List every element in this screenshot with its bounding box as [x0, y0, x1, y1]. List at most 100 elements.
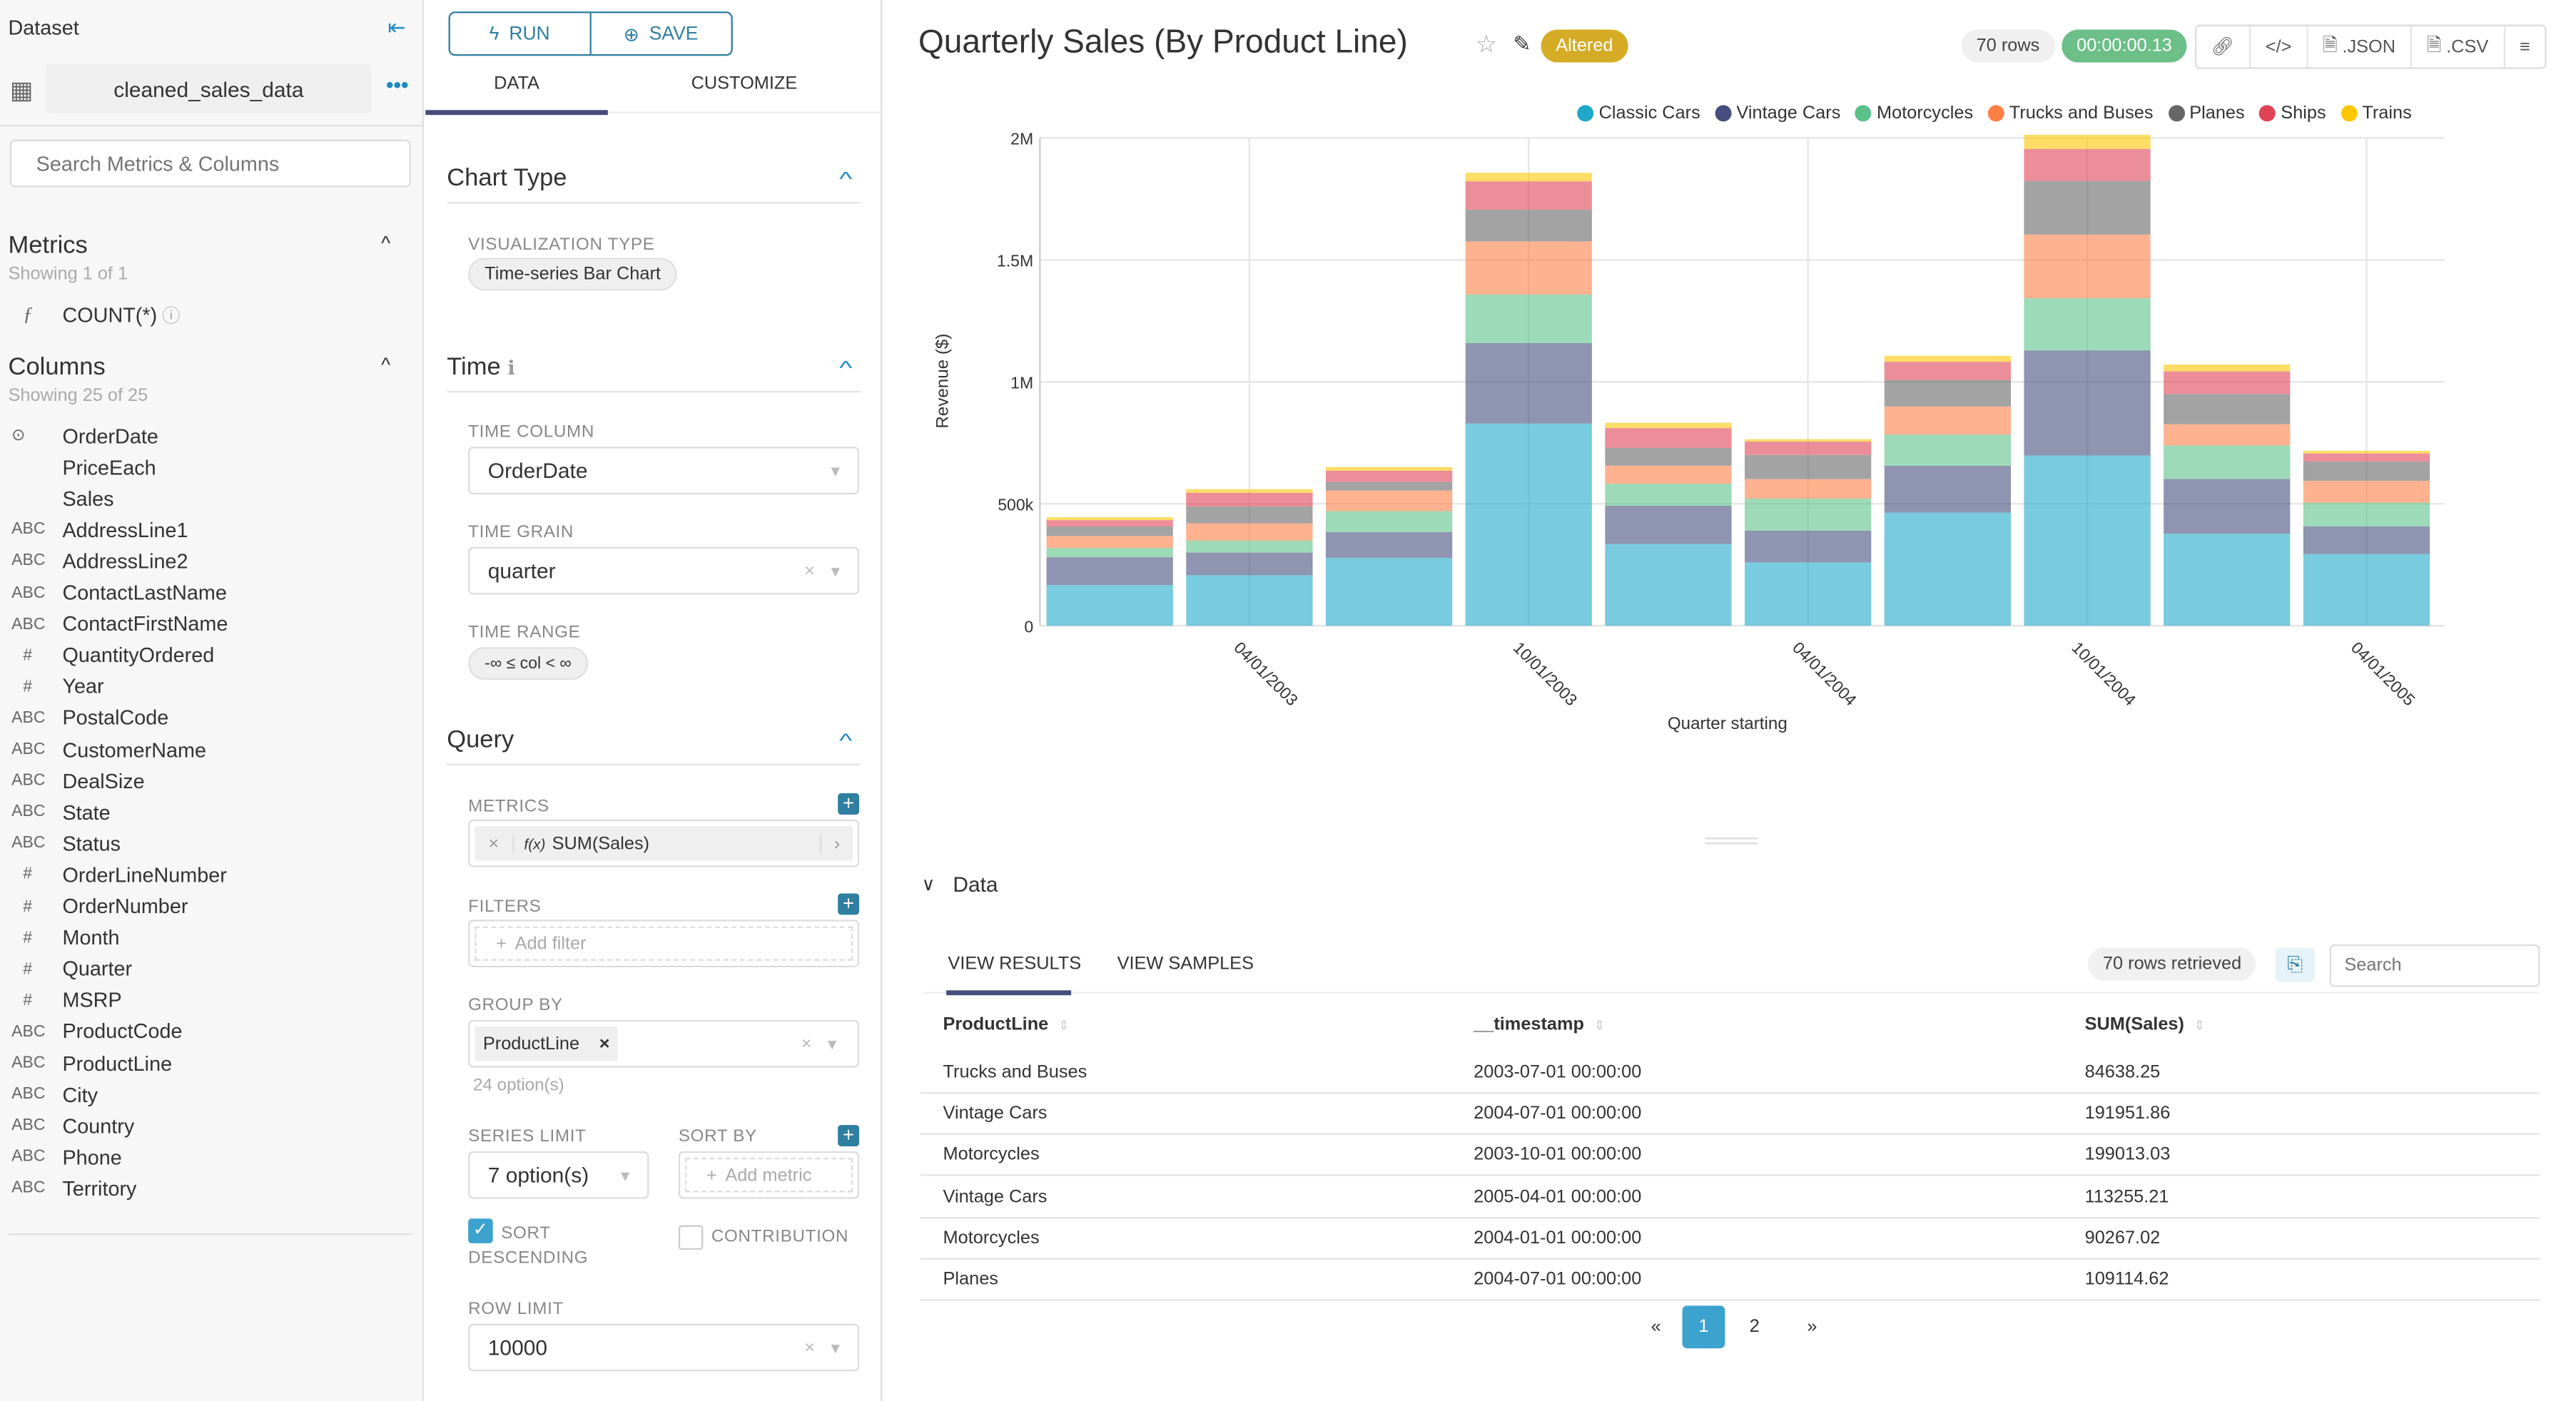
column-item[interactable]: ABC ProductLine [0, 1048, 172, 1079]
save-button[interactable]: ⊕ SAVE [591, 13, 731, 54]
clear-icon[interactable]: × [804, 1338, 816, 1357]
time-column-select[interactable]: OrderDate ▼ [468, 447, 860, 494]
pagination-next[interactable]: » [1807, 1317, 1817, 1338]
clear-icon[interactable]: × [804, 561, 816, 581]
legend-item[interactable]: Motorcycles [1855, 103, 1973, 123]
add-filter-button[interactable]: + [838, 892, 860, 915]
chart-type-collapse-icon[interactable]: ^ [839, 167, 853, 191]
columns-collapse-icon[interactable]: ^ [381, 352, 391, 377]
remove-metric-icon[interactable]: × [475, 833, 514, 854]
column-item[interactable]: # Year [0, 671, 103, 703]
column-header[interactable]: SUM(Sales) ⇕ [2084, 1014, 2206, 1034]
altered-badge[interactable]: Altered [1541, 29, 1628, 63]
column-header[interactable]: ProductLine ⇕ [943, 1014, 1070, 1034]
tab-view-samples[interactable]: VIEW SAMPLES [1117, 954, 1254, 974]
column-item[interactable]: ABC City [0, 1079, 98, 1111]
edit-icon[interactable]: ✎ [1513, 31, 1531, 56]
add-filter-placeholder[interactable]: + Add filter [475, 926, 853, 961]
chart-title[interactable]: Quarterly Sales (By Product Line) [918, 24, 1408, 61]
sort-descending-checkbox[interactable]: ✓ [468, 1218, 493, 1243]
column-item[interactable]: ABC State [0, 797, 111, 828]
legend-item[interactable]: Planes [2168, 103, 2245, 123]
copy-icon[interactable]: ⎘ [2275, 947, 2315, 982]
column-item[interactable]: ABC PostalCode [0, 703, 168, 734]
group-by-select[interactable]: ProductLine × × ▼ [468, 1019, 860, 1068]
column-item[interactable]: ABC Status [0, 828, 121, 860]
legend-item[interactable]: Ships [2259, 103, 2326, 123]
tab-data[interactable]: DATA [494, 73, 539, 94]
remove-tag-icon[interactable]: × [599, 1034, 610, 1054]
column-item[interactable]: ABC Territory [0, 1173, 136, 1205]
export-csv-button[interactable]: 🗎 .CSV [2412, 26, 2505, 68]
run-button[interactable]: ϟ RUN [450, 13, 591, 54]
sort-icon[interactable]: ⇕ [1058, 1017, 1070, 1032]
contribution-checkbox[interactable] [678, 1225, 704, 1250]
pagination-page[interactable]: 1 [1682, 1305, 1725, 1349]
embed-code-icon[interactable]: </> [2251, 26, 2308, 68]
column-item[interactable]: ABC AddressLine1 [0, 514, 188, 546]
string-type-icon: ABC [11, 1179, 46, 1198]
sort-icon[interactable]: ⇕ [1593, 1017, 1606, 1032]
export-json-button[interactable]: 🗎 .JSON [2308, 26, 2413, 68]
column-item[interactable]: Sales [0, 483, 113, 514]
help-icon[interactable]: ⓘ [162, 306, 181, 327]
column-item[interactable]: # OrderLineNumber [0, 860, 227, 891]
time-grain-select[interactable]: quarter × ▼ [468, 546, 860, 595]
sort-by-field[interactable]: + Add metric [678, 1151, 860, 1199]
collapse-sidebar-icon[interactable]: ⇤ [387, 14, 406, 40]
column-item[interactable]: ABC DealSize [0, 765, 145, 797]
sort-icon[interactable]: ⇕ [2194, 1017, 2206, 1032]
metric-tag[interactable]: × f(x) SUM(Sales) › [475, 826, 853, 861]
clear-icon[interactable]: × [801, 1034, 812, 1054]
column-item[interactable]: PriceEach [0, 452, 156, 483]
column-header[interactable]: __timestamp ⇕ [1474, 1014, 1606, 1034]
metric-item[interactable]: ƒ COUNT(*) ⓘ [0, 299, 180, 330]
resize-handle[interactable] [1705, 837, 1758, 845]
dataset-more-icon[interactable]: ••• [386, 72, 409, 97]
link-icon[interactable]: 🔗︎ [2196, 26, 2251, 68]
column-item[interactable]: ABC Phone [0, 1142, 122, 1173]
dataset-name[interactable]: cleaned_sales_data [46, 63, 372, 113]
legend-item[interactable]: Vintage Cars [1715, 103, 1840, 123]
viz-type-selector[interactable]: Time-series Bar Chart [468, 258, 677, 291]
menu-icon[interactable]: ≡ [2520, 36, 2530, 57]
chevron-right-icon[interactable]: › [819, 833, 853, 854]
legend-item[interactable]: Trucks and Buses [1987, 103, 2154, 123]
metrics-field[interactable]: × f(x) SUM(Sales) › [468, 819, 860, 867]
series-limit-select[interactable]: 7 option(s) ▼ [468, 1151, 649, 1199]
add-sort-metric[interactable]: + Add metric [685, 1158, 853, 1193]
tab-customize[interactable]: CUSTOMIZE [691, 73, 798, 94]
column-item[interactable]: ⊙ OrderDate [0, 420, 158, 452]
bar-segment [1745, 442, 1872, 455]
time-range-selector[interactable]: -∞ ≤ col < ∞ [468, 647, 588, 681]
data-section-title[interactable]: Data [953, 872, 998, 897]
pagination-page[interactable]: 2 [1749, 1317, 1760, 1338]
column-item[interactable]: ABC ContactLastName [0, 577, 227, 608]
column-item[interactable]: # OrderNumber [0, 891, 188, 922]
column-item[interactable]: # Quarter [0, 954, 132, 985]
tab-view-results[interactable]: VIEW RESULTS [948, 954, 1082, 974]
column-item[interactable]: ABC CustomerName [0, 734, 206, 765]
column-item[interactable]: # MSRP [0, 985, 121, 1017]
metrics-collapse-icon[interactable]: ^ [381, 231, 391, 255]
column-item[interactable]: ABC AddressLine2 [0, 546, 188, 577]
pagination-prev[interactable]: « [1650, 1317, 1661, 1338]
column-item[interactable]: # QuantityOrdered [0, 640, 214, 671]
column-item[interactable]: ABC Country [0, 1111, 134, 1142]
row-limit-select[interactable]: 10000 × ▼ [468, 1323, 860, 1372]
info-icon[interactable]: ℹ [507, 356, 515, 379]
column-item[interactable]: # Month [0, 922, 119, 954]
add-metric-button[interactable]: + [838, 793, 860, 815]
search-metrics-columns-input[interactable] [9, 139, 411, 188]
query-collapse-icon[interactable]: ^ [839, 729, 853, 753]
data-collapse-icon[interactable]: ∨ [921, 875, 935, 895]
results-search-input[interactable] [2329, 944, 2540, 987]
legend-item[interactable]: Trains [2341, 103, 2412, 123]
filters-field[interactable]: + Add filter [468, 919, 860, 968]
column-item[interactable]: ABC ContactFirstName [0, 608, 228, 640]
legend-item[interactable]: Classic Cars [1577, 103, 1700, 123]
star-icon[interactable]: ☆ [1475, 31, 1498, 59]
add-sort-button[interactable]: + [838, 1124, 860, 1147]
column-item[interactable]: ABC ProductCode [0, 1017, 182, 1048]
time-collapse-icon[interactable]: ^ [839, 356, 853, 379]
